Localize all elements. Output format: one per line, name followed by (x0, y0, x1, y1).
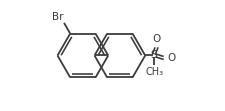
Text: Br: Br (52, 12, 63, 22)
Text: O: O (152, 34, 160, 44)
Text: S: S (150, 51, 157, 60)
Text: O: O (166, 53, 174, 63)
Text: CH₃: CH₃ (144, 67, 162, 77)
